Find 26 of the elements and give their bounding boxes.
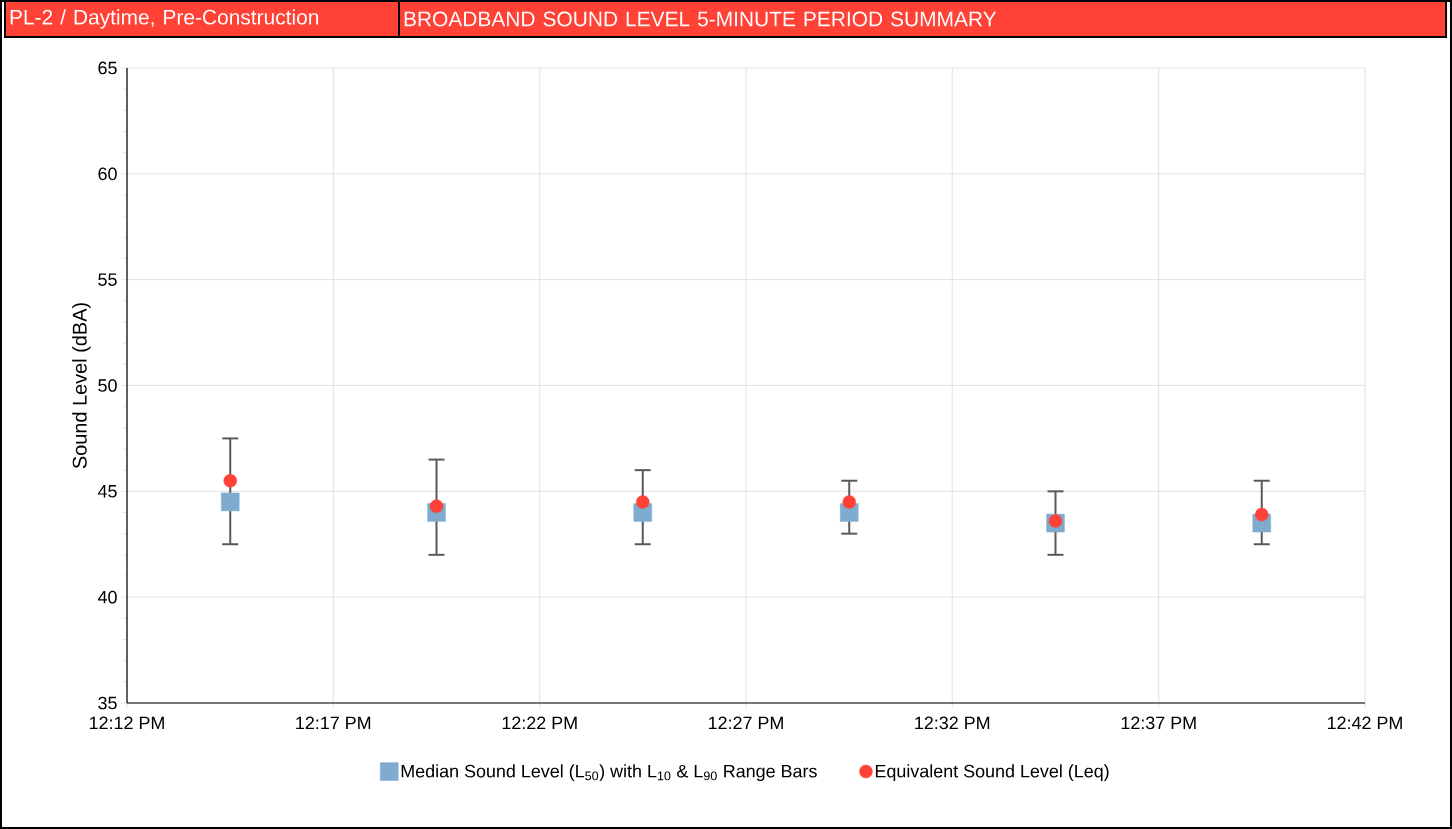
point [1048,514,1063,528]
x-tick-label: 12:42 PM [1327,716,1402,730]
x-tick-label: 12:12 PM [89,716,164,730]
point [221,492,240,512]
x-tick-label: 12:22 PM [502,716,577,730]
x-tick-label: 12:17 PM [296,716,371,730]
point [1255,507,1269,522]
legend-label: Median Sound Level (L$_{50}$) with L$_{10}$ & L$_{90}$ Range Bars [401,764,817,782]
point [223,474,237,488]
x-tick-label: 12:32 PM [915,716,990,730]
y-axis-title: Sound Level (dBA) [72,303,91,469]
y-tick-label: 40 [97,590,117,604]
y-tick-label: 65 [98,61,117,75]
point [429,499,444,513]
chart-subtitle: BROADBAND SOUND LEVEL 5-MINUTE PERIOD SUMMARY [404,11,997,27]
y-tick-label: 55 [98,273,117,286]
x-tick-label: 12:27 PM [708,716,783,730]
point [636,495,650,509]
y-tick-label: 60 [98,167,117,181]
x-tick-label: 12:37 PM [1121,716,1196,730]
y-tick-label: 50 [98,379,117,392]
y-tick-label: 35 [98,696,117,710]
point [842,495,856,509]
legend-label: Equivalent Sound Level (Leq) [875,764,1109,782]
y-tick-label: 45 [97,485,117,498]
chart-title: PL-2 / Daytime, Pre-Construction [10,9,319,29]
